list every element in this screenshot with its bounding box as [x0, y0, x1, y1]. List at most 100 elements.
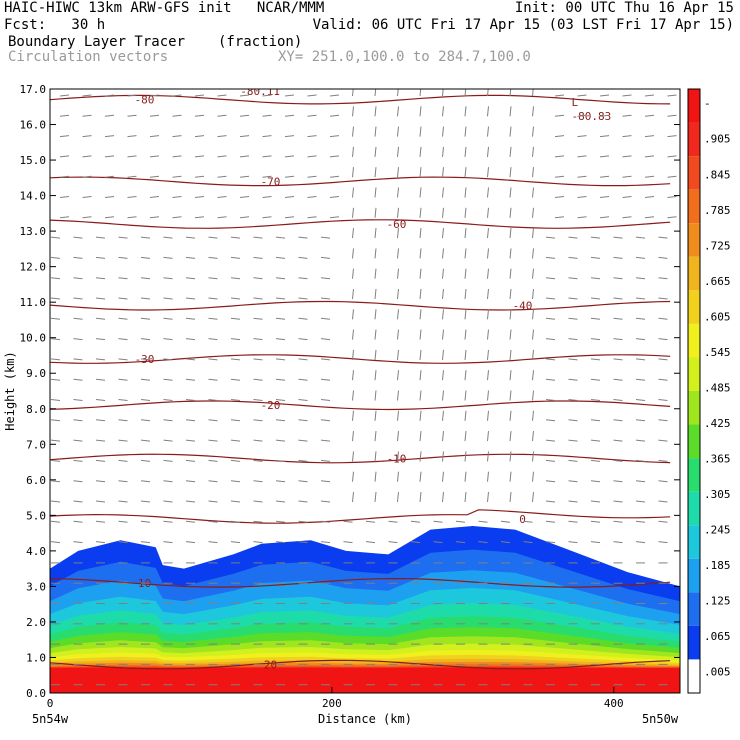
vector-arrow	[253, 256, 263, 259]
vector-arrow	[374, 390, 377, 401]
vector-arrow	[262, 94, 272, 97]
vector-arrow	[320, 480, 331, 483]
vector-arrow	[194, 94, 205, 97]
vector-field-name: Circulation vectors	[8, 49, 169, 65]
vector-arrow	[545, 500, 556, 503]
vector-arrow	[172, 155, 182, 158]
vector-arrow	[50, 399, 61, 401]
vector-arrow	[163, 277, 173, 280]
vector-arrow	[545, 541, 556, 544]
vector-arrow	[352, 228, 354, 239]
vector-arrow	[172, 135, 182, 138]
vector-arrow	[352, 167, 354, 178]
vector-arrow	[532, 228, 534, 239]
vector-arrow	[397, 491, 399, 503]
vector-arrow	[667, 114, 677, 117]
vector-arrow	[149, 114, 160, 117]
vector-arrow	[185, 480, 196, 483]
vector-arrow	[320, 419, 331, 422]
vector-arrow	[118, 419, 128, 422]
vector-arrow	[532, 471, 534, 482]
vector-arrow	[419, 207, 422, 218]
colorbar-label: .665	[704, 275, 731, 288]
vector-arrow	[419, 248, 422, 259]
vector-arrow	[59, 114, 70, 117]
vector-arrow	[577, 155, 587, 158]
x-end-label: 5n50w	[642, 712, 679, 726]
vector-arrow	[667, 216, 677, 219]
vector-arrow	[509, 288, 512, 300]
vector-arrow	[478, 520, 488, 523]
vector-arrow	[442, 471, 444, 482]
vector-arrow	[230, 439, 241, 442]
vector-arrow	[419, 471, 422, 482]
vector-arrow	[352, 431, 354, 442]
vector-arrow	[172, 94, 182, 97]
vector-arrow	[50, 500, 61, 503]
vector-arrow	[284, 114, 295, 117]
vector-arrow	[613, 277, 623, 280]
vector-arrow	[658, 297, 668, 300]
vector-arrow	[532, 329, 534, 340]
vector-arrow	[464, 126, 467, 137]
vector-arrow	[95, 520, 106, 523]
vector-arrow	[419, 451, 422, 462]
circulation-vectors	[50, 89, 677, 686]
vector-arrow	[208, 297, 218, 300]
vector-arrow	[275, 297, 286, 300]
vector-arrow	[658, 358, 668, 361]
vector-arrow	[127, 114, 137, 117]
vector-arrow	[329, 175, 340, 178]
vector-arrow	[487, 248, 489, 259]
vector-arrow	[275, 378, 286, 381]
vector-arrow	[644, 196, 655, 198]
vector-arrow	[253, 236, 263, 239]
colorbar-label: -	[704, 97, 711, 110]
y-tick-label: 7.0	[26, 438, 46, 451]
vector-arrow	[397, 329, 399, 340]
vector-arrow	[365, 520, 376, 523]
vector-arrow	[599, 155, 610, 158]
vector-arrow	[284, 94, 295, 97]
isotherm-label: -10	[387, 453, 407, 466]
vector-arrow	[50, 419, 61, 422]
vector-arrow	[95, 541, 106, 544]
vector-arrow	[217, 216, 227, 219]
vector-arrow	[230, 236, 241, 239]
vector-arrow	[599, 135, 610, 138]
vector-arrow	[532, 309, 534, 320]
vector-arrow	[140, 236, 151, 239]
vector-arrow	[509, 491, 512, 503]
vector-arrow	[635, 439, 646, 442]
axes: 0.0 1.0 2.0 3.0 4.0 5.0 6.0 7.0 8.0 9.0 10.0 11.0 12…	[3, 83, 681, 726]
x-tick-label: 0	[47, 697, 54, 710]
vector-arrow	[352, 187, 354, 198]
vector-arrow	[208, 358, 218, 361]
vector-arrow	[59, 216, 70, 219]
vector-arrow	[95, 358, 106, 361]
vector-arrow	[635, 277, 646, 280]
vector-arrow	[388, 541, 398, 544]
vector-arrow	[163, 297, 173, 300]
vector-arrow	[509, 207, 512, 218]
vector-arrow	[433, 520, 443, 523]
vector-arrow	[635, 399, 646, 401]
vector-arrow	[253, 520, 263, 523]
vector-arrow	[352, 471, 354, 482]
vector-arrow	[298, 378, 308, 381]
isotherm-label: 20	[264, 659, 277, 672]
vector-arrow	[239, 135, 250, 138]
vector-arrow	[532, 248, 534, 259]
vector-arrow	[208, 277, 218, 280]
isotherm-line	[50, 176, 671, 187]
vector-arrow	[275, 459, 286, 462]
vector-arrow	[59, 94, 70, 97]
vector-arrow	[419, 390, 422, 401]
vector-arrow	[352, 370, 354, 381]
colorbar-swatch	[688, 256, 700, 291]
vector-arrow	[298, 256, 308, 259]
vector-arrow	[658, 500, 668, 503]
vector-arrow	[397, 228, 399, 239]
vector-arrow	[352, 268, 354, 279]
